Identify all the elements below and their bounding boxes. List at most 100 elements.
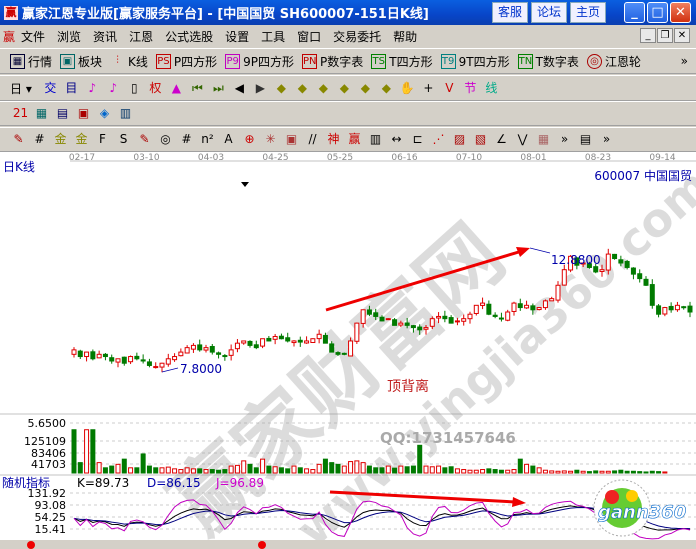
tool-16-icon[interactable]: ◆ — [381, 80, 391, 95]
tool-7-icon[interactable]: ◎ — [160, 132, 171, 146]
tool-12-icon[interactable]: ✳ — [265, 132, 276, 146]
kline-button[interactable]: ⫶ K线 — [110, 53, 148, 70]
tool-3-icon[interactable]: ♪ — [109, 80, 118, 95]
candle-body — [285, 337, 291, 342]
tool-15-icon[interactable]: ◆ — [360, 80, 370, 95]
homepage-button[interactable]: 主页 — [570, 2, 606, 23]
tool-5-icon[interactable]: 权 — [149, 80, 162, 95]
menu-tools[interactable]: 工具 — [261, 29, 286, 44]
tool-3-icon[interactable]: ▣ — [77, 106, 90, 120]
gann-wheel-button[interactable]: ◎ 江恩轮 — [586, 53, 641, 70]
tool-19-icon[interactable]: V — [445, 80, 454, 95]
status-strip — [0, 540, 696, 549]
tool-28-icon[interactable]: » — [602, 132, 611, 146]
tool-8-icon[interactable]: # — [181, 132, 192, 146]
mdi-minimize-button[interactable]: _ — [640, 28, 656, 43]
candle-body — [687, 305, 693, 313]
minimize-button[interactable]: _ — [624, 2, 645, 23]
menu-settings[interactable]: 设置 — [225, 29, 250, 44]
menu-browse[interactable]: 浏览 — [57, 29, 82, 44]
tool-21-icon[interactable]: 线 — [485, 80, 498, 95]
tool-16-icon[interactable]: 赢 — [348, 132, 361, 146]
tool-17-icon[interactable]: ✋ — [399, 80, 415, 95]
tool-26-icon[interactable]: » — [560, 132, 569, 146]
toolbar-label: 9P四方形 — [243, 54, 295, 69]
tool-13-icon[interactable]: ◆ — [318, 80, 328, 95]
tool-12-icon[interactable]: ◆ — [297, 80, 307, 95]
toolbar-label: 9T四方形 — [458, 54, 510, 69]
tool-14-icon[interactable]: ◆ — [339, 80, 349, 95]
tool-23-icon[interactable]: ∠ — [496, 132, 507, 146]
close-button[interactable]: ✕ — [670, 2, 691, 23]
tool-0-icon[interactable]: 21 — [12, 106, 29, 120]
tool-6-icon[interactable]: ▲ — [171, 80, 181, 95]
mdi-restore-button[interactable]: ❐ — [657, 28, 673, 43]
tool-17-icon[interactable]: ▥ — [369, 132, 382, 146]
tool-22-icon[interactable]: ▧ — [474, 132, 487, 146]
tool-18-icon[interactable]: ↔ — [391, 132, 402, 146]
toolbar-pn-button[interactable]: PN P数字表 — [302, 53, 363, 70]
tool-21-icon[interactable]: ▨ — [453, 132, 466, 146]
maximize-button[interactable]: □ — [647, 2, 668, 23]
tool-25-icon[interactable]: ▦ — [537, 132, 550, 146]
candle — [266, 335, 272, 342]
toolbar-overflow-button[interactable]: » — [680, 54, 688, 68]
tool-6-icon[interactable]: ✎ — [139, 132, 150, 146]
tool-3-icon[interactable]: 金 — [75, 132, 88, 146]
tool-13-icon[interactable]: ▣ — [285, 132, 298, 146]
tool-2-icon[interactable]: ▤ — [56, 106, 69, 120]
menu-formula[interactable]: 公式选股 — [165, 29, 214, 44]
candle — [392, 318, 398, 326]
toolbar-p9-button[interactable]: P9 9P四方形 — [225, 53, 294, 70]
tool-5-icon[interactable]: ▥ — [119, 106, 132, 120]
tool-11-icon[interactable]: ⊕ — [244, 132, 255, 146]
toolbar-ts-button[interactable]: TS T四方形 — [371, 53, 433, 70]
tool-14-icon[interactable]: // — [308, 132, 317, 146]
candle — [417, 324, 423, 335]
quote-button[interactable]: ▦ 行情 — [10, 53, 52, 70]
tool-2-icon[interactable]: ♪ — [88, 80, 97, 95]
tool-1-icon[interactable]: 目 — [65, 80, 78, 95]
tool-1-icon[interactable]: ▦ — [35, 106, 48, 120]
tool-4-icon[interactable]: ◈ — [99, 106, 110, 120]
toolbar-ps-button[interactable]: PS P四方形 — [155, 53, 217, 70]
toolbar-tn-button[interactable]: TN T数字表 — [517, 53, 579, 70]
tool-11-icon[interactable]: ◆ — [276, 80, 286, 95]
tool-27-icon[interactable]: ▤ — [579, 132, 592, 146]
customer-service-button[interactable]: 客服 — [492, 2, 528, 23]
tool-9-icon[interactable]: ◀ — [234, 80, 244, 95]
candle-body — [178, 351, 184, 357]
tool-4-icon[interactable]: F — [99, 132, 106, 146]
tool-2-icon[interactable]: 金 — [54, 132, 67, 146]
menu-gann[interactable]: 江恩 — [129, 29, 154, 44]
tool-10-icon[interactable]: A — [224, 132, 233, 146]
tool-24-icon[interactable]: ⋁ — [517, 132, 528, 146]
tool-20-icon[interactable]: ⋰ — [432, 132, 445, 146]
tool-20-icon[interactable]: 节 — [464, 80, 477, 95]
tool-10-icon[interactable]: ▶ — [255, 80, 265, 95]
menu-info[interactable]: 资讯 — [93, 29, 118, 44]
kline-chart[interactable]: 赢家财富网 www.yingjia360.com QQ:1731457646 0… — [0, 152, 696, 546]
d-value: D=86.15 — [147, 476, 201, 490]
toolbar-t9-button[interactable]: T9 9T四方形 — [440, 53, 510, 70]
tool-15-icon[interactable]: 神 — [327, 132, 340, 146]
tool-9-icon[interactable]: n² — [201, 132, 214, 146]
sector-button[interactable]: ▣ 板块 — [60, 53, 102, 70]
chart-area[interactable]: 赢家财富网 www.yingjia360.com QQ:1731457646 0… — [0, 152, 696, 546]
period-select[interactable]: 日 ▾ — [10, 81, 32, 96]
tool-1-icon[interactable]: # — [34, 132, 45, 146]
tool-0-icon[interactable]: 交 — [44, 80, 57, 95]
menu-trade[interactable]: 交易委托 — [333, 29, 382, 44]
menu-window[interactable]: 窗口 — [297, 29, 322, 44]
mdi-close-button[interactable]: ✕ — [674, 28, 690, 43]
tool-4-icon[interactable]: ▯ — [131, 80, 138, 95]
tool-19-icon[interactable]: ⊏ — [412, 132, 423, 146]
tool-0-icon[interactable]: ✎ — [13, 132, 24, 146]
menu-help[interactable]: 帮助 — [393, 29, 418, 44]
menu-file[interactable]: 文件 — [21, 29, 46, 44]
tool-18-icon[interactable]: + — [423, 80, 434, 95]
forum-button[interactable]: 论坛 — [531, 2, 567, 23]
tool-8-icon[interactable]: ⏭ — [212, 80, 224, 95]
tool-5-icon[interactable]: S — [119, 132, 128, 146]
tool-7-icon[interactable]: ⏮ — [191, 80, 203, 95]
